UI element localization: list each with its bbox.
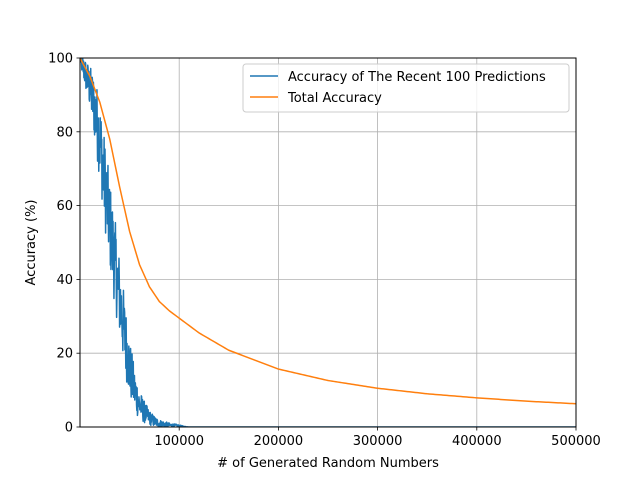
legend-label-recent: Accuracy of The Recent 100 Predictions (288, 70, 546, 85)
y-axis-label: Accuracy (%) (24, 200, 39, 286)
y-tick-label: 0 (65, 421, 73, 436)
x-tick-label: 200000 (254, 434, 304, 449)
x-tick-label: 400000 (452, 434, 502, 449)
y-tick-label: 100 (48, 52, 73, 67)
y-tick-label: 40 (56, 273, 73, 288)
y-tick-label: 20 (56, 347, 73, 362)
legend-box (242, 63, 570, 113)
axes-frame (79, 57, 577, 428)
x-tick-label: 300000 (353, 434, 403, 449)
x-tick-label: 100000 (154, 434, 204, 449)
x-tick-label: 500000 (551, 434, 601, 449)
y-tick-label: 80 (56, 125, 73, 140)
legend: Accuracy of The Recent 100 Predictions T… (242, 63, 570, 113)
ticks: 100000 200000 300000 400000 500000 0 20 40 60 80 1… (48, 52, 601, 450)
y-tick-label: 60 (56, 199, 73, 214)
legend-label-total: Total Accuracy (287, 91, 382, 106)
x-axis-label: # of Generated Random Numbers (217, 456, 439, 471)
series-line-total-accuracy (80, 58, 576, 405)
